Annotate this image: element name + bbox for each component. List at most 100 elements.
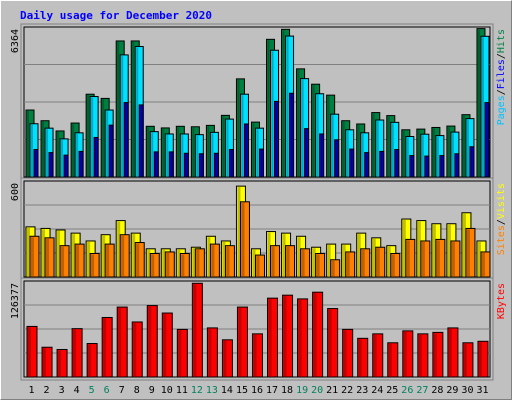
chart-title: Daily usage for December 2020: [20, 9, 213, 22]
bar-hits-shade: [162, 128, 165, 176]
legend-entry: Visits: [496, 183, 507, 219]
bar-files-shade: [331, 115, 334, 176]
bar-kbytes-shade: [193, 284, 197, 376]
bar-kbytes: [282, 294, 294, 378]
bar-kbytes: [116, 306, 128, 378]
bar-sites: [134, 242, 145, 278]
bar-sites: [465, 227, 476, 278]
bar-sites-shade: [421, 241, 425, 276]
bar-kbytes-shade: [208, 328, 212, 376]
bar-hits-shade: [147, 127, 150, 176]
bar-files-shade: [271, 51, 274, 176]
bar-files-shade: [286, 37, 289, 177]
bar-sites-shade: [61, 246, 65, 276]
bar-kbytes-shade: [328, 309, 332, 376]
x-tick-label: 11: [176, 385, 188, 396]
bar-files-shade: [421, 135, 424, 176]
bar-sites: [239, 201, 250, 278]
bar-hits-shade: [132, 41, 135, 176]
x-tick-label: 20: [311, 385, 323, 396]
legend-entry: /: [496, 53, 507, 59]
x-tick-label: 30: [461, 385, 473, 396]
bar-kbytes-shade: [298, 299, 302, 376]
legend-entry: Files: [496, 59, 507, 89]
bar-kbytes: [251, 333, 263, 378]
bar-sites-shade: [151, 254, 155, 276]
bar-kbytes-shade: [283, 296, 287, 376]
bar-visits-shade: [447, 224, 451, 276]
bar-sites: [450, 240, 461, 278]
bar-pages-shade: [95, 138, 97, 176]
bar-hits-shade: [342, 121, 345, 176]
bar-files-shade: [316, 94, 319, 176]
bar-kbytes-shade: [418, 334, 422, 376]
bar-kbytes-shade: [313, 293, 317, 376]
bar-hits-shade: [387, 116, 390, 176]
bar-sites: [330, 259, 341, 278]
bar-sites: [74, 243, 85, 278]
bar-sites-shade: [331, 260, 335, 276]
bar-visits-shade: [462, 213, 466, 276]
bar-kbytes: [387, 342, 399, 378]
bar-hits-shade: [447, 127, 450, 176]
bar-visits-shade: [87, 241, 91, 276]
bar-kbytes: [26, 325, 38, 378]
x-tick-label: 1: [29, 385, 35, 396]
x-tick-label: 4: [74, 385, 80, 396]
bar-files-shade: [151, 132, 154, 176]
x-tick-label: 6: [104, 385, 110, 396]
bar-files-shade: [301, 79, 304, 176]
bar-sites-shade: [361, 249, 365, 276]
bar-kbytes-shade: [358, 339, 362, 376]
bar-kbytes: [41, 346, 53, 378]
bar-pages-shade: [170, 152, 172, 176]
x-tick-label: 29: [446, 385, 458, 396]
bar-kbytes: [206, 327, 218, 378]
bar-sites: [360, 248, 371, 278]
x-tick-label: 17: [266, 385, 278, 396]
bar-files-shade: [166, 134, 169, 176]
bar-sites-shade: [226, 246, 230, 276]
bar-pages-shade: [380, 152, 382, 176]
bar-pages-shade: [185, 154, 187, 176]
bar-visits-shade: [57, 231, 61, 276]
bar-hits-shade: [177, 127, 180, 176]
bar-sites: [285, 245, 296, 278]
bar-visits-shade: [192, 248, 196, 276]
bar-visits-shade: [207, 237, 211, 276]
bar-kbytes-shade: [58, 350, 62, 376]
bar-hits-shade: [312, 85, 315, 176]
bar-kbytes-shade: [223, 340, 227, 376]
x-tick-label: 18: [281, 385, 293, 396]
bar-pages-shade: [440, 156, 442, 176]
bar-kbytes: [462, 342, 474, 378]
bar-kbytes: [131, 321, 143, 378]
bar-sites: [420, 240, 431, 278]
bar-visits-shade: [147, 249, 151, 276]
bar-sites: [194, 248, 205, 278]
panel-3-legend: KBytes: [496, 283, 507, 319]
bar-pages-shade: [140, 105, 142, 176]
x-tick-label: 3: [59, 385, 65, 396]
bar-pages-shade: [425, 157, 427, 176]
bar-visits-shade: [387, 246, 391, 276]
bar-pages-shade: [320, 134, 322, 176]
bar-hits-shade: [357, 124, 360, 176]
bar-hits-shade: [222, 116, 225, 176]
bar-kbytes: [267, 297, 279, 378]
bar-files-shade: [346, 130, 349, 176]
bar-sites-shade: [271, 246, 275, 276]
bar-sites-shade: [256, 256, 260, 276]
bar-kbytes: [357, 337, 369, 378]
bar-sites: [44, 237, 55, 278]
bar-sites: [345, 251, 356, 278]
bar-files-shade: [181, 134, 184, 176]
bar-sites: [390, 253, 401, 278]
bar-kbytes: [161, 312, 173, 378]
bar-visits-shade: [162, 249, 166, 276]
bar-kbytes: [71, 328, 83, 378]
bar-hits-shade: [252, 123, 255, 176]
bar-kbytes-shade: [28, 327, 31, 376]
bar-visits-shade: [477, 241, 481, 276]
panel-1-legend: Pages/Files/Hits: [496, 29, 507, 125]
